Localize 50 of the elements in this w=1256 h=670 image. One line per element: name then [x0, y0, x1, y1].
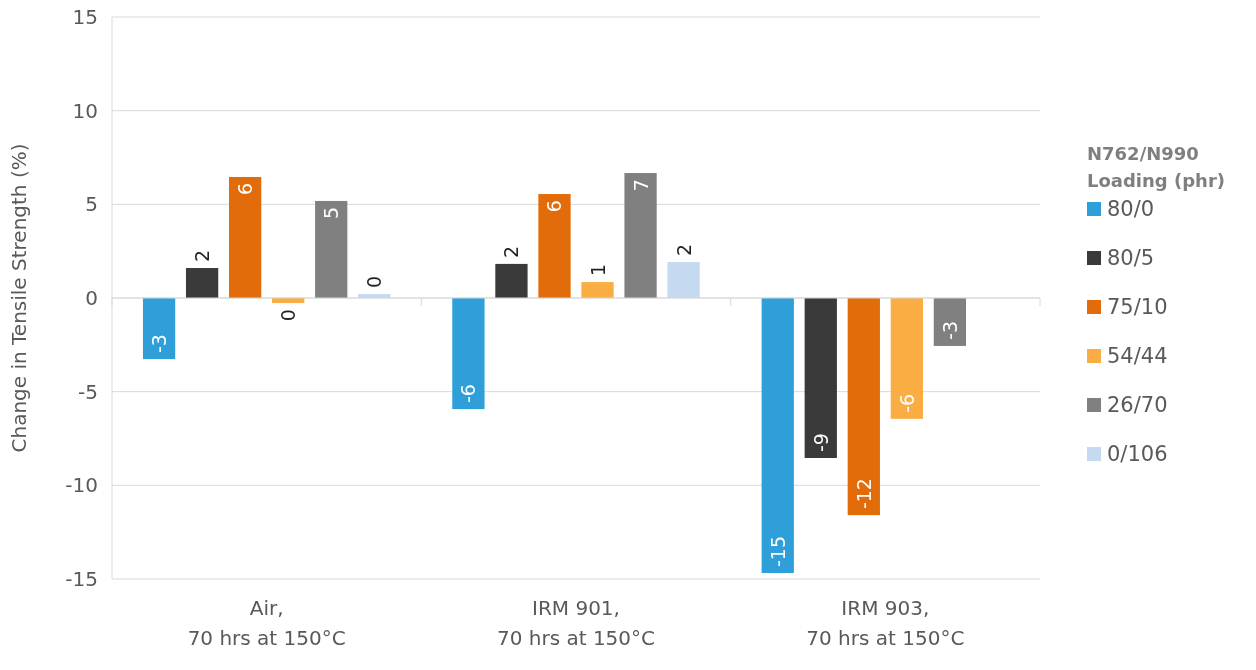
- y-tick-label: 10: [72, 98, 98, 123]
- bar: [142, 298, 176, 360]
- bar: [315, 200, 348, 298]
- legend-label: 54/44: [1107, 344, 1168, 368]
- data-label: 6: [234, 182, 257, 196]
- data-label: 2: [191, 249, 214, 263]
- bar: [847, 298, 880, 516]
- data-label: 7: [629, 179, 652, 192]
- y-axis-title: Change in Tensile Strength (%): [7, 143, 31, 453]
- bar: [804, 298, 837, 458]
- y-tick-label: 5: [85, 192, 98, 217]
- legend-title: N762/N990 Loading (phr): [1087, 143, 1226, 191]
- y-tick-label: 15: [72, 5, 98, 29]
- data-label: -15: [766, 535, 789, 568]
- legend-label: 26/70: [1107, 393, 1168, 417]
- x-tick-label: IRM 903, 70 hrs at 150°C: [806, 596, 965, 650]
- data-label: 0: [277, 309, 300, 322]
- data-label: 5: [320, 206, 343, 220]
- data-label: 0: [363, 275, 386, 289]
- legend-label: 80/0: [1107, 197, 1155, 221]
- data-label: -3: [938, 321, 961, 340]
- bar: [667, 262, 700, 298]
- legend-label: 80/5: [1107, 246, 1155, 270]
- data-label: 2: [672, 243, 695, 257]
- x-tick-label: Air, 70 hrs at 150°C: [187, 596, 346, 650]
- y-tick-label: 0: [85, 286, 98, 310]
- data-label: -3: [148, 334, 171, 354]
- bar: [890, 298, 923, 419]
- bar: [933, 298, 967, 346]
- data-label: -9: [809, 433, 832, 452]
- bar: [761, 298, 794, 574]
- y-tick-label: -15: [65, 567, 98, 591]
- data-label: -6: [895, 393, 918, 413]
- bar: [452, 298, 485, 410]
- legend-label: 75/10: [1107, 295, 1168, 319]
- y-tick-label: -5: [78, 379, 98, 404]
- x-tick-label: IRM 901, 70 hrs at 150°C: [496, 596, 656, 650]
- bar: [538, 194, 571, 298]
- data-label: 6: [543, 200, 566, 213]
- bar: [185, 268, 219, 298]
- bar: [581, 282, 614, 298]
- y-tick-label: -10: [65, 473, 98, 498]
- data-label: -12: [852, 478, 875, 510]
- data-label: 2: [500, 245, 523, 258]
- bar: [229, 176, 262, 298]
- legend-label: 0/106: [1107, 442, 1168, 466]
- bar: [624, 173, 657, 298]
- data-label: -6: [457, 384, 480, 404]
- bar: [495, 263, 528, 298]
- data-label: 1: [586, 263, 609, 277]
